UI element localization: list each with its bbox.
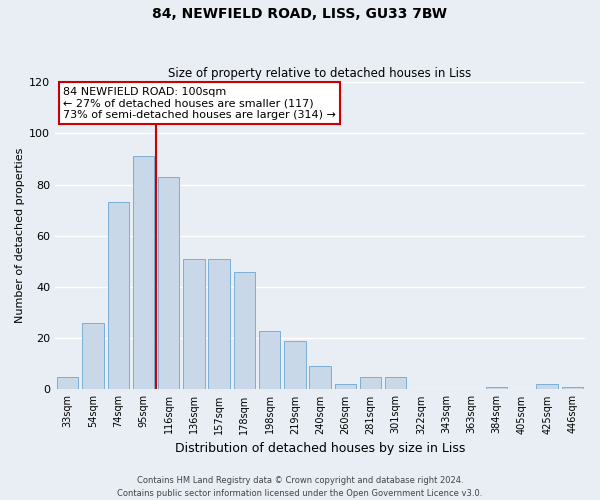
Text: Contains HM Land Registry data © Crown copyright and database right 2024.
Contai: Contains HM Land Registry data © Crown c… — [118, 476, 482, 498]
Bar — [360, 376, 381, 390]
Bar — [486, 387, 508, 390]
Bar — [133, 156, 154, 390]
Bar — [107, 202, 129, 390]
Bar — [562, 387, 583, 390]
Bar — [536, 384, 558, 390]
Text: 84 NEWFIELD ROAD: 100sqm
← 27% of detached houses are smaller (117)
73% of semi-: 84 NEWFIELD ROAD: 100sqm ← 27% of detach… — [63, 86, 336, 120]
Text: 84, NEWFIELD ROAD, LISS, GU33 7BW: 84, NEWFIELD ROAD, LISS, GU33 7BW — [152, 8, 448, 22]
Title: Size of property relative to detached houses in Liss: Size of property relative to detached ho… — [169, 66, 472, 80]
Bar — [310, 366, 331, 390]
X-axis label: Distribution of detached houses by size in Liss: Distribution of detached houses by size … — [175, 442, 465, 455]
Bar — [158, 177, 179, 390]
Bar — [233, 272, 255, 390]
Bar — [335, 384, 356, 390]
Bar — [183, 259, 205, 390]
Bar — [57, 376, 79, 390]
Bar — [208, 259, 230, 390]
Bar — [385, 376, 406, 390]
Bar — [259, 330, 280, 390]
Bar — [284, 341, 305, 390]
Bar — [82, 323, 104, 390]
Y-axis label: Number of detached properties: Number of detached properties — [15, 148, 25, 324]
